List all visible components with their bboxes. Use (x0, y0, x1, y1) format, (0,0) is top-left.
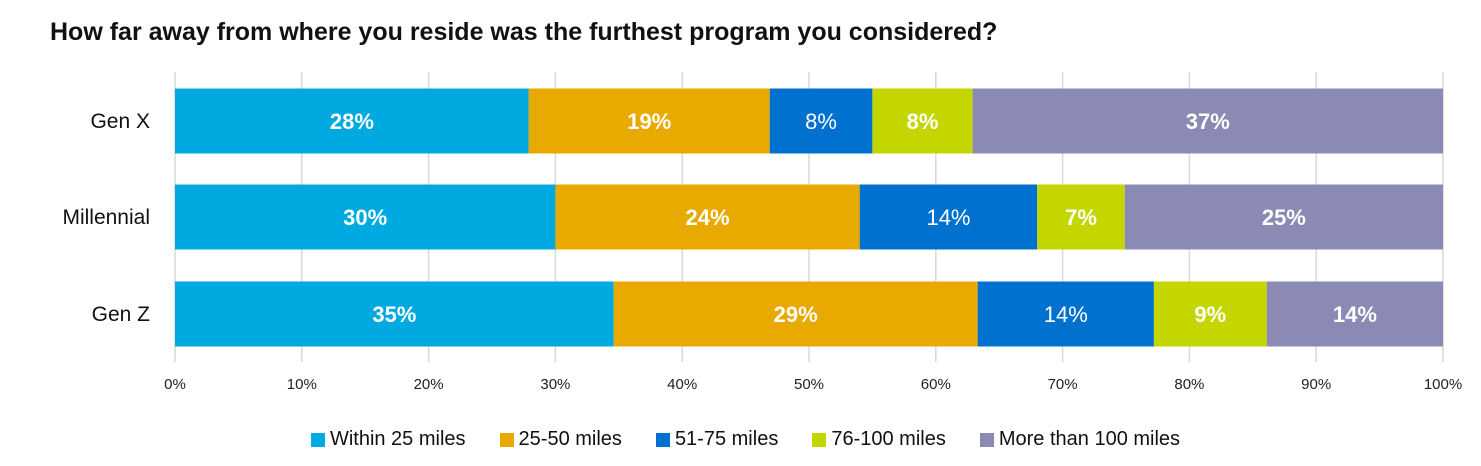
data-label: 8% (805, 109, 837, 134)
chart-title: How far away from where you reside was t… (50, 18, 998, 46)
bar-segment (175, 184, 556, 250)
bar-segment (769, 88, 873, 154)
x-tick-label: 30% (540, 376, 570, 393)
data-label: 37% (1186, 109, 1230, 134)
data-label: 35% (372, 302, 416, 327)
data-label: 29% (774, 302, 818, 327)
legend-item: 25-50 miles (499, 428, 622, 451)
data-label: 28% (330, 109, 374, 134)
data-label: 30% (343, 205, 387, 230)
x-tick-label: 70% (1048, 376, 1078, 393)
bar-segment (859, 184, 1038, 250)
x-tick-label: 80% (1174, 376, 1204, 393)
legend-swatch (310, 432, 325, 447)
bar-segment (175, 281, 614, 347)
bar-segment (1153, 281, 1267, 347)
legend-label: 25-50 miles (518, 428, 622, 450)
x-tick-label: 20% (414, 376, 444, 393)
x-tick-label: 100% (1424, 376, 1462, 393)
x-tick-label: 50% (794, 376, 824, 393)
bar-segment (1124, 184, 1443, 250)
bar-segment (528, 88, 770, 154)
legend-label: More than 100 miles (998, 428, 1181, 450)
category-label: Millennial (62, 206, 150, 229)
data-label: 25% (1262, 205, 1306, 230)
legend-swatch (655, 432, 670, 447)
bar-segment (555, 184, 860, 250)
category-label: Gen Z (92, 303, 151, 326)
x-tick-label: 60% (921, 376, 951, 393)
data-label: 19% (627, 109, 671, 134)
data-label: 24% (686, 205, 730, 230)
x-tick-label: 10% (287, 376, 317, 393)
data-label: 8% (907, 109, 939, 134)
bar-segment (175, 88, 529, 154)
stacked-bar-chart: 0% 10% 20% 30% 40% 50% 60% 70% 80% 90% 100% Gen X 28… (62, 72, 1462, 393)
x-tick-label: 90% (1301, 376, 1331, 393)
x-tick-label: 0% (164, 376, 186, 393)
bar-segment (977, 281, 1154, 347)
bar-segment (872, 88, 973, 154)
data-label: 9% (1194, 302, 1226, 327)
x-tick-label: 40% (667, 376, 697, 393)
bar-segment (1037, 184, 1125, 250)
data-label: 14% (926, 205, 970, 230)
legend-item: Within 25 miles (310, 428, 466, 451)
legend: Within 25 miles 25-50 miles 51-75 miles 76-… (0, 428, 1481, 451)
legend-label: Within 25 miles (329, 428, 466, 450)
legend-item: 51-75 miles (655, 428, 779, 451)
bar-segment (613, 281, 978, 347)
legend-swatch (812, 432, 827, 447)
bar-segment (972, 88, 1443, 154)
legend-label: 51-75 miles (674, 428, 779, 450)
bar-segment (1266, 281, 1443, 347)
data-label: 14% (1044, 302, 1088, 327)
data-label: 7% (1065, 205, 1097, 230)
data-label: 14% (1333, 302, 1377, 327)
legend-swatch (499, 432, 514, 447)
category-label: Gen X (90, 110, 150, 133)
legend-item: 76-100 miles (812, 428, 946, 451)
legend-item: More than 100 miles (979, 428, 1181, 451)
legend-label: 76-100 miles (831, 428, 946, 450)
legend-swatch (979, 432, 994, 447)
